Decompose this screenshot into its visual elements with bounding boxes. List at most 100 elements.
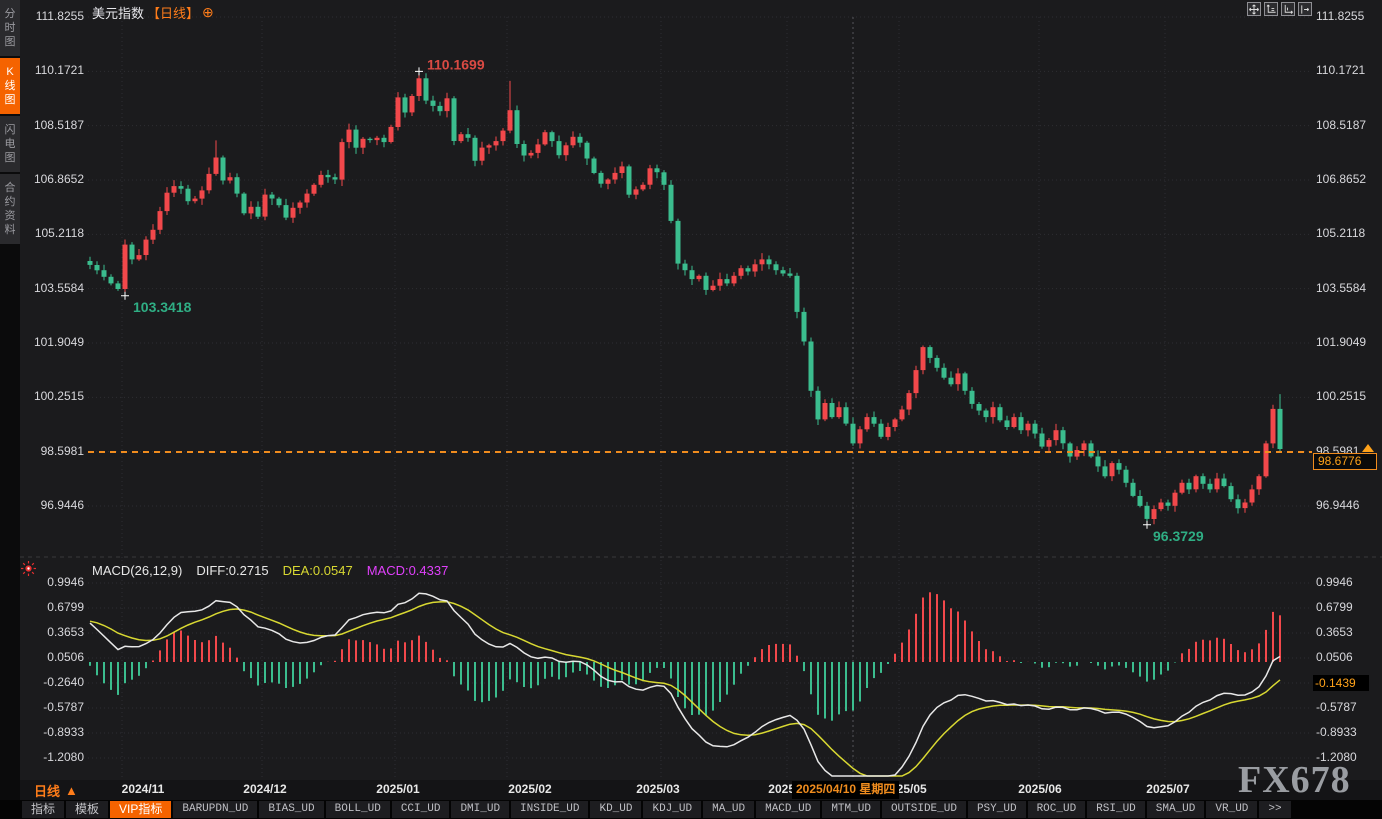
last-price-badge: 98.6776 <box>1313 453 1377 470</box>
toolbar-button-psy_ud[interactable]: PSY_UD <box>967 801 1026 818</box>
svg-text:110.1699: 110.1699 <box>427 56 485 72</box>
collapse-right-icon-button[interactable] <box>1298 2 1312 16</box>
macd-axis-label-right: 0.0506 <box>1316 650 1353 664</box>
brand-watermark: FX678 <box>1238 759 1351 801</box>
toolbar-button-[interactable]: >> <box>1259 801 1291 818</box>
indicator-toolbar: 指标 模板 VIP指标 BARUPDN_UD BIAS_UD BOLL_UD CCI_UD D… <box>0 800 1382 819</box>
macd-axis-label-left: 0.0506 <box>47 650 84 664</box>
macd-axis-label-left: -0.5787 <box>43 700 84 714</box>
price-axis-label-left: 100.2515 <box>33 389 84 404</box>
axis-scale-icon-button[interactable] <box>1264 2 1278 16</box>
toolbar-button-kd_ud[interactable]: KD_UD <box>590 801 642 818</box>
axis-scale-icon <box>1266 4 1276 13</box>
period-collapse-arrow-icon: ▲ <box>65 783 78 798</box>
sidebar-tab-3[interactable]: 合 约 资 料 <box>0 174 20 244</box>
price-axis-label-right: 101.9049 <box>1316 335 1367 349</box>
symbol-name: 美元指数 <box>92 6 145 21</box>
toolbar-button-roc_ud[interactable]: ROC_UD <box>1027 801 1086 818</box>
macd-axis-label-right: -0.8933 <box>1316 724 1357 739</box>
toolbar-button-ma_ud[interactable]: MA_UD <box>703 801 755 818</box>
chart-region <box>20 0 1382 780</box>
macd-axis-label-left: -1.2080 <box>43 750 84 764</box>
toolbar-button-inside_ud[interactable]: INSIDE_UD <box>511 801 589 818</box>
toolbar-button-mtm_ud[interactable]: MTM_UD <box>822 801 880 818</box>
period-selector[interactable]: 日线 ▲ <box>34 781 78 800</box>
toolbar-button-boll_ud[interactable]: BOLL_UD <box>325 801 390 818</box>
symbol-period-tag: 【日线】 <box>147 6 200 21</box>
price-axis-label-left: 105.2118 <box>34 226 84 241</box>
price-axis-label-left: 98.5981 <box>40 443 84 458</box>
macd-axis-label-left: 0.3653 <box>47 624 84 639</box>
macd-header: MACD(26,12,9) DIFF:0.2715 DEA:0.0547 MAC… <box>92 563 448 578</box>
macd-axis-label-right: 0.9946 <box>1316 575 1353 589</box>
macd-axis-label-right: -0.5787 <box>1316 700 1357 714</box>
add-overlay-icon[interactable]: ⊕ <box>202 4 214 20</box>
macd-bar-value: MACD:0.4337 <box>366 563 449 578</box>
macd-dea-value: DEA:0.0547 <box>282 563 353 578</box>
date-axis-label: 2025/03 <box>636 782 680 796</box>
price-axis-label-right: 108.5187 <box>1316 117 1367 132</box>
macd-axis-label-right: -1.2080 <box>1316 750 1357 764</box>
toolbar-button-barupdn_ud[interactable]: BARUPDN_UD <box>173 801 258 818</box>
toolbar-button-vr_ud[interactable]: VR_UD <box>1206 801 1258 818</box>
macd-axis-label-left: 0.6799 <box>47 600 84 614</box>
toolbar-button-rsi_ud[interactable]: RSI_UD <box>1087 801 1145 818</box>
price-axis-label-left: 110.1721 <box>34 63 84 78</box>
chart-tool-buttons <box>1247 2 1312 16</box>
macd-axis-label-left: -0.8933 <box>43 724 84 739</box>
sidebar-tab-2[interactable]: 闪 电 图 <box>0 116 20 172</box>
toolbar-button-kdj_ud[interactable]: KDJ_UD <box>643 801 702 818</box>
price-axis-label-right: 103.5584 <box>1316 280 1367 295</box>
sidebar-tab-0[interactable]: 分 时 图 <box>0 0 20 56</box>
date-axis-label: 2024/11 <box>121 782 165 796</box>
collapse-right-icon <box>1301 4 1309 14</box>
price-axis-label-left: 103.5584 <box>33 280 84 295</box>
axis-pan-icon <box>1284 4 1293 14</box>
macd-diff-value: DIFF:0.2715 <box>196 563 269 578</box>
macd-panel-chart[interactable] <box>0 560 1382 780</box>
toolbar-button-outside_ud[interactable]: OUTSIDE_UD <box>881 801 966 818</box>
price-axis-label-right: 111.8255 <box>1316 9 1365 23</box>
price-axis-label-right: 96.9446 <box>1316 498 1360 512</box>
indicator-alert-burst-icon[interactable] <box>20 560 37 577</box>
date-axis-label: 2025/07 <box>1146 782 1190 796</box>
symbol-header: 美元指数 【日线】 ⊕ <box>92 3 214 22</box>
date-axis-label: 2025/02 <box>508 782 552 796</box>
price-axis-label-right: 106.8652 <box>1316 172 1367 186</box>
macd-title: MACD(26,12,9) <box>92 563 183 578</box>
xaxis-row <box>20 780 1382 800</box>
toolbar-button-cci_ud[interactable]: CCI_UD <box>391 801 450 818</box>
price-axis-label-right: 105.2118 <box>1316 226 1366 241</box>
macd-axis-label-left: 0.9946 <box>47 575 84 589</box>
main-price-chart[interactable]: 110.1699 103.3418 96.3729 <box>0 0 1382 560</box>
price-axis-label-left: 101.9049 <box>33 335 84 349</box>
crosshair-date-tooltip: 2025/04/10 星期四 <box>792 781 900 799</box>
date-axis-label: 2025/01 <box>376 782 420 796</box>
toolbar-button-macd_ud[interactable]: MACD_UD <box>756 801 821 818</box>
toolbar-button-dmi_ud[interactable]: DMI_UD <box>451 801 510 818</box>
price-axis-label-left: 108.5187 <box>33 117 84 132</box>
macd-axis-label-left: -0.2640 <box>43 674 84 689</box>
toolbar-button-[interactable]: 模板 <box>66 801 109 818</box>
date-axis-label: 2024/12 <box>243 782 287 796</box>
price-axis-label-left: 111.8255 <box>35 9 84 23</box>
price-axis-label-left: 106.8652 <box>33 172 84 186</box>
toolbar-button-sma_ud[interactable]: SMA_UD <box>1146 801 1205 818</box>
toolbar-button-[interactable]: 指标 <box>22 801 65 818</box>
svg-text:103.3418: 103.3418 <box>133 299 192 315</box>
macd-current-value-badge: -0.1439 <box>1313 675 1369 691</box>
date-axis-label: 2025/06 <box>1018 782 1062 796</box>
sidebar-tab-1[interactable]: K 线 图 <box>0 58 20 114</box>
toolbar-button-vip[interactable]: VIP指标 <box>110 801 172 818</box>
svg-text:96.3729: 96.3729 <box>1153 528 1204 544</box>
price-axis-label-right: 100.2515 <box>1316 389 1367 404</box>
axis-pan-icon-button[interactable] <box>1281 2 1295 16</box>
macd-axis-label-right: 0.3653 <box>1316 624 1353 639</box>
toolbar-button-bias_ud[interactable]: BIAS_UD <box>259 801 324 818</box>
period-label: 日线 <box>34 784 61 799</box>
macd-axis-label-right: 0.6799 <box>1316 600 1353 614</box>
price-axis-label-right: 110.1721 <box>1316 63 1366 78</box>
move-icon-button[interactable] <box>1247 2 1261 16</box>
